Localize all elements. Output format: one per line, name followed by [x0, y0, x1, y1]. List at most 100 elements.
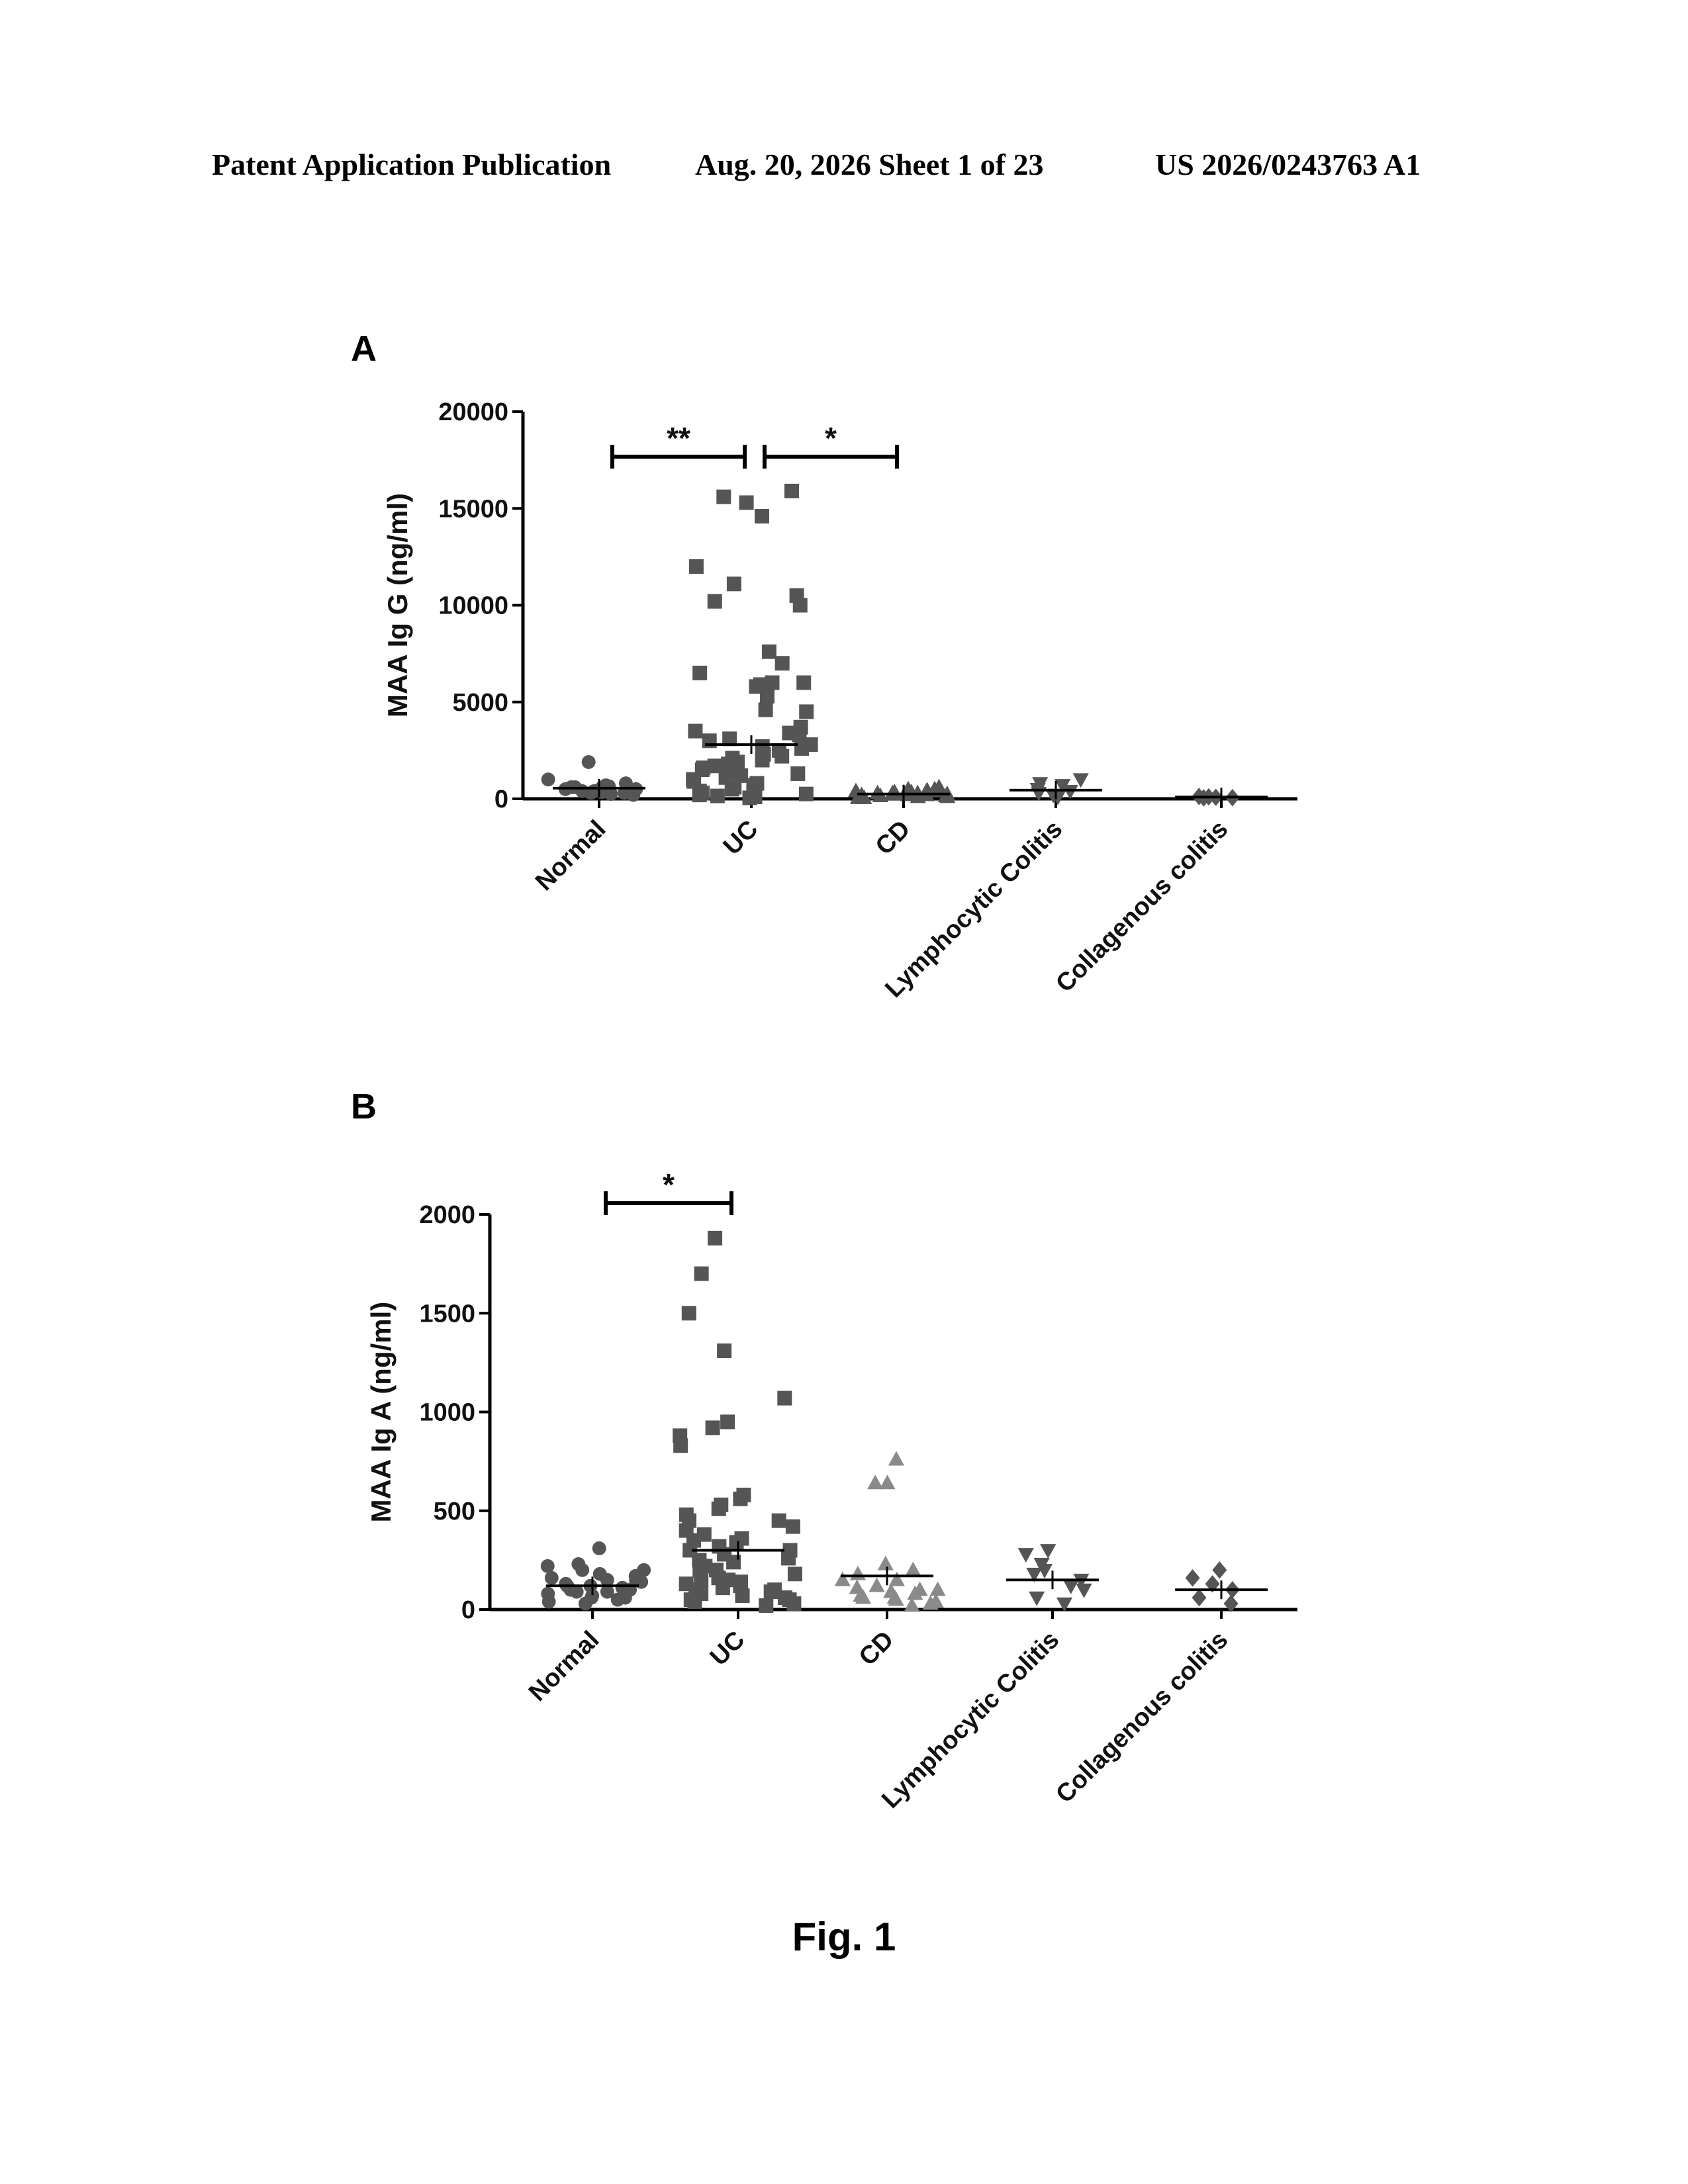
data-point	[725, 782, 739, 796]
data-point	[799, 787, 814, 801]
category-label: Normal	[530, 815, 611, 896]
data-point	[1029, 1592, 1045, 1606]
data-point	[727, 576, 741, 591]
data-point	[682, 1306, 696, 1320]
data-point	[1186, 1569, 1200, 1586]
series-uc	[673, 1231, 802, 1613]
y-tick-label: 10000	[438, 592, 508, 620]
data-point	[799, 704, 814, 719]
data-point	[1076, 1584, 1092, 1598]
series-lymphocytic-colitis	[1006, 1544, 1099, 1612]
y-tick-label: 0	[494, 786, 508, 813]
data-point	[684, 1592, 698, 1607]
y-tick-label: 0	[461, 1596, 475, 1624]
y-tick-label: 5000	[452, 689, 508, 717]
data-point	[786, 1596, 801, 1611]
significance-label: *	[663, 1167, 675, 1202]
y-axis-label: MAA Ig A (ng/ml)	[365, 1302, 397, 1523]
data-point	[850, 1566, 866, 1580]
y-axis-label: MAA Ig G (ng/ml)	[382, 493, 413, 717]
series-collagenous-colitis	[1175, 788, 1268, 806]
data-point	[835, 1572, 851, 1586]
data-point	[592, 1541, 606, 1555]
series-uc	[686, 484, 818, 805]
y-tick-label: 500	[434, 1498, 475, 1525]
data-point	[762, 645, 776, 659]
data-point	[774, 749, 789, 764]
data-point	[788, 1567, 802, 1581]
data-point	[545, 1571, 559, 1585]
data-point	[755, 753, 770, 768]
category-label: Collagenous colitis	[1051, 815, 1233, 998]
data-point	[689, 559, 704, 574]
category-label: UC	[718, 815, 764, 861]
y-tick-label: 20000	[438, 398, 508, 426]
data-point	[775, 656, 790, 670]
data-point	[692, 666, 707, 680]
y-tick-label: 15000	[438, 495, 508, 523]
data-point	[582, 755, 596, 769]
significance-label: **	[667, 421, 690, 455]
data-point	[742, 791, 757, 805]
data-point	[611, 1593, 625, 1607]
data-point	[541, 1559, 555, 1573]
data-point	[692, 1553, 706, 1567]
data-point	[720, 1414, 735, 1429]
data-point	[696, 760, 710, 775]
data-point	[777, 1391, 792, 1406]
data-point	[1192, 1589, 1207, 1606]
series-collagenous-colitis	[1175, 1561, 1268, 1612]
data-point	[541, 772, 555, 786]
data-point	[1018, 1548, 1034, 1563]
data-point	[929, 1582, 945, 1596]
data-point	[1040, 1544, 1056, 1559]
data-point	[712, 1502, 726, 1516]
data-point	[760, 689, 774, 704]
data-point	[706, 1420, 720, 1435]
data-point	[870, 785, 886, 799]
data-point	[868, 1578, 884, 1592]
data-point	[686, 1533, 701, 1548]
data-point	[786, 1520, 800, 1534]
data-point	[759, 702, 773, 717]
category-label: UC	[705, 1626, 751, 1672]
data-point	[783, 1543, 798, 1557]
data-point	[759, 1598, 773, 1613]
data-point	[692, 788, 707, 802]
data-point	[878, 1556, 894, 1570]
data-point	[793, 598, 808, 613]
data-point	[879, 1475, 895, 1489]
series-normal	[541, 755, 645, 802]
data-point	[905, 1562, 921, 1576]
figure-label: Fig. 1	[0, 1914, 1688, 1960]
data-point	[888, 1451, 904, 1465]
data-point	[710, 789, 725, 803]
category-label: Collagenous colitis	[1051, 1626, 1233, 1809]
chart-panel-a: A05000100001500020000MAA Ig G (ng/ml)Nor…	[351, 329, 1297, 1003]
chart-panel-b: B0500100015002000MAA Ig A (ng/ml)NormalU…	[351, 1087, 1297, 1814]
category-label: CD	[870, 815, 916, 861]
data-point	[755, 509, 769, 523]
data-point	[1063, 1580, 1079, 1594]
data-point	[790, 766, 805, 781]
data-point	[575, 1563, 589, 1577]
data-point	[735, 1588, 750, 1603]
category-label: Lymphocytic Colitis	[876, 1626, 1064, 1814]
category-label: CD	[854, 1626, 900, 1672]
series-normal	[541, 1541, 651, 1610]
y-tick-label: 1500	[419, 1300, 475, 1328]
data-point	[784, 484, 799, 498]
category-label: Normal	[524, 1626, 604, 1707]
data-point	[739, 495, 754, 510]
data-point	[708, 594, 722, 609]
data-point	[708, 1231, 722, 1246]
panel-label: B	[351, 1087, 377, 1126]
data-point	[772, 1514, 786, 1528]
data-point	[767, 1582, 782, 1597]
series-cd	[848, 779, 955, 804]
data-point	[716, 490, 731, 504]
data-point	[673, 1438, 688, 1453]
data-point	[1212, 1561, 1227, 1578]
data-point	[694, 1267, 709, 1281]
